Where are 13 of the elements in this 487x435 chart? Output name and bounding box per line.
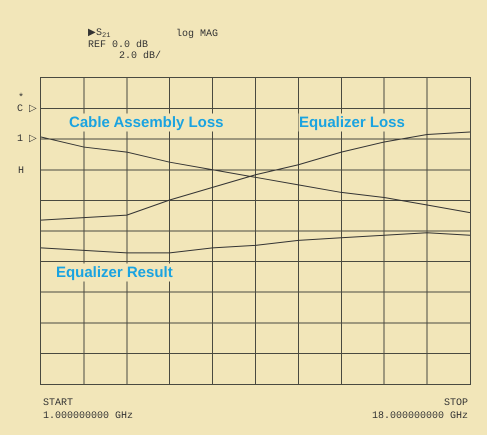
text: START 1.000000000 GHz — [43, 398, 134, 422]
text: 1 ▷ — [17, 134, 38, 145]
series-label: Cable Assembly Loss — [69, 114, 224, 131]
text: 2.0 dB/ — [119, 50, 162, 62]
text: ▶S$_{21}$ — [88, 28, 110, 40]
series-label: Equalizer Result — [56, 264, 173, 281]
text: C ▷ — [17, 104, 38, 115]
series-label: Equalizer Loss — [299, 114, 405, 131]
text: log MAG — [176, 28, 218, 40]
text: REF 0.0 dB — [88, 39, 148, 51]
text: STOP 18.000000000 GHz — [372, 398, 468, 422]
text: H — [18, 166, 24, 177]
text: * — [18, 92, 24, 104]
